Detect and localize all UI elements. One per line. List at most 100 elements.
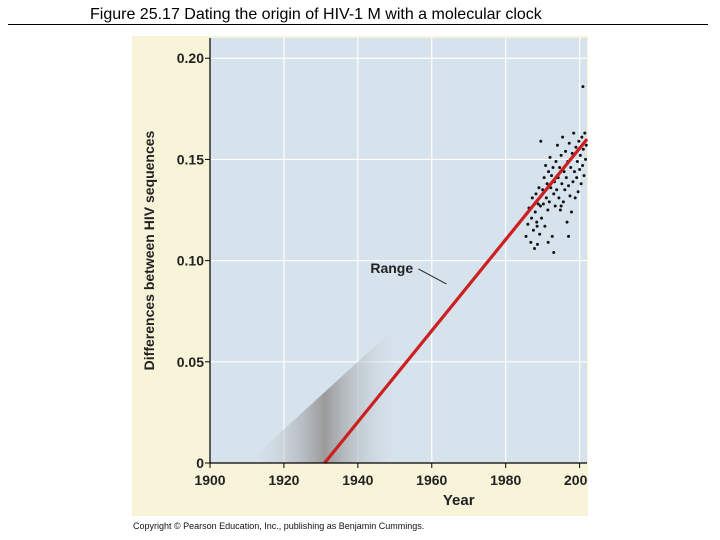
data-point: [553, 204, 557, 208]
data-point: [577, 139, 581, 143]
data-point: [581, 164, 585, 167]
data-point: [547, 200, 551, 204]
data-point: [580, 135, 584, 139]
data-point: [530, 216, 534, 220]
data-points: [524, 85, 588, 255]
data-point: [574, 145, 578, 149]
y-axis-label: Differences between HIV sequences: [141, 130, 157, 370]
data-point: [542, 176, 546, 180]
data-point: [544, 164, 548, 167]
data-point: [568, 194, 572, 198]
y-tick-label: 0.20: [177, 50, 204, 66]
data-point: [538, 204, 542, 208]
data-point: [584, 143, 588, 147]
range-band: [246, 199, 536, 463]
data-point: [546, 208, 550, 212]
data-point: [560, 182, 564, 186]
data-point: [538, 232, 542, 236]
x-tick-label: 1980: [490, 472, 521, 488]
data-point: [583, 131, 587, 135]
data-point: [564, 149, 568, 153]
x-axis-label: Year: [443, 492, 475, 509]
axes: [209, 38, 587, 464]
data-point: [567, 234, 571, 238]
data-point: [567, 184, 571, 188]
data-point: [558, 208, 562, 212]
data-point: [579, 182, 583, 186]
y-tick-label: 0.05: [177, 354, 204, 370]
data-point: [546, 240, 550, 244]
data-point: [569, 210, 573, 214]
data-point: [550, 174, 554, 178]
data-point: [557, 196, 561, 200]
data-point: [555, 188, 559, 192]
data-point: [536, 202, 540, 206]
range-annotation-label: Range: [370, 260, 413, 276]
data-point: [564, 176, 568, 180]
x-tick-label: 1960: [416, 472, 447, 488]
data-point: [544, 196, 548, 200]
data-point: [573, 196, 577, 200]
figure-title: Figure 25.17 Dating the origin of HIV-1 …: [90, 6, 542, 23]
data-point: [576, 190, 580, 194]
data-point: [565, 220, 569, 224]
data-point: [535, 242, 539, 246]
range-annotation-pointer: [418, 268, 447, 285]
data-point: [529, 240, 533, 244]
data-point: [582, 174, 586, 178]
data-point: [539, 139, 543, 143]
y-tick-label: 0.15: [177, 151, 204, 167]
y-tick-label: 0: [196, 455, 204, 471]
data-point: [584, 157, 588, 161]
data-point: [537, 186, 541, 190]
data-point: [526, 222, 530, 226]
data-point: [578, 153, 582, 157]
data-point: [545, 182, 549, 186]
data-point: [547, 170, 551, 174]
x-tick-label: 1940: [342, 472, 373, 488]
data-point: [551, 166, 555, 170]
data-point: [530, 196, 534, 200]
data-point: [540, 216, 544, 220]
data-point: [561, 200, 565, 204]
data-point: [534, 192, 538, 196]
data-point: [572, 170, 576, 174]
data-point: [575, 176, 579, 180]
title-rule: [8, 24, 708, 25]
data-point: [533, 246, 537, 250]
data-point: [533, 210, 537, 214]
data-point: [548, 155, 552, 159]
data-point: [563, 188, 567, 192]
x-tick-label: 1920: [268, 472, 299, 488]
data-point: [541, 202, 545, 206]
data-point: [552, 192, 556, 196]
data-point: [531, 228, 535, 232]
data-point: [552, 251, 556, 255]
y-tick-label: 0.10: [177, 253, 204, 269]
data-point: [558, 166, 562, 170]
x-tick-label: 1900: [194, 472, 225, 488]
data-point: [581, 147, 585, 151]
data-point: [559, 153, 563, 157]
data-point: [555, 143, 559, 147]
data-point: [524, 234, 528, 238]
data-point: [559, 204, 563, 208]
data-point: [581, 85, 585, 89]
data-point: [550, 234, 554, 238]
regression-line: [323, 138, 588, 465]
data-point: [572, 131, 576, 135]
copyright-notice: Copyright © Pearson Education, Inc., pub…: [133, 521, 425, 531]
data-point: [535, 224, 539, 228]
data-point: [571, 180, 575, 184]
data-point: [535, 220, 539, 224]
data-point: [554, 159, 558, 163]
data-point: [569, 166, 573, 170]
data-point: [561, 135, 565, 139]
data-point: [543, 224, 547, 228]
data-point: [575, 159, 579, 163]
data-point: [578, 168, 582, 172]
